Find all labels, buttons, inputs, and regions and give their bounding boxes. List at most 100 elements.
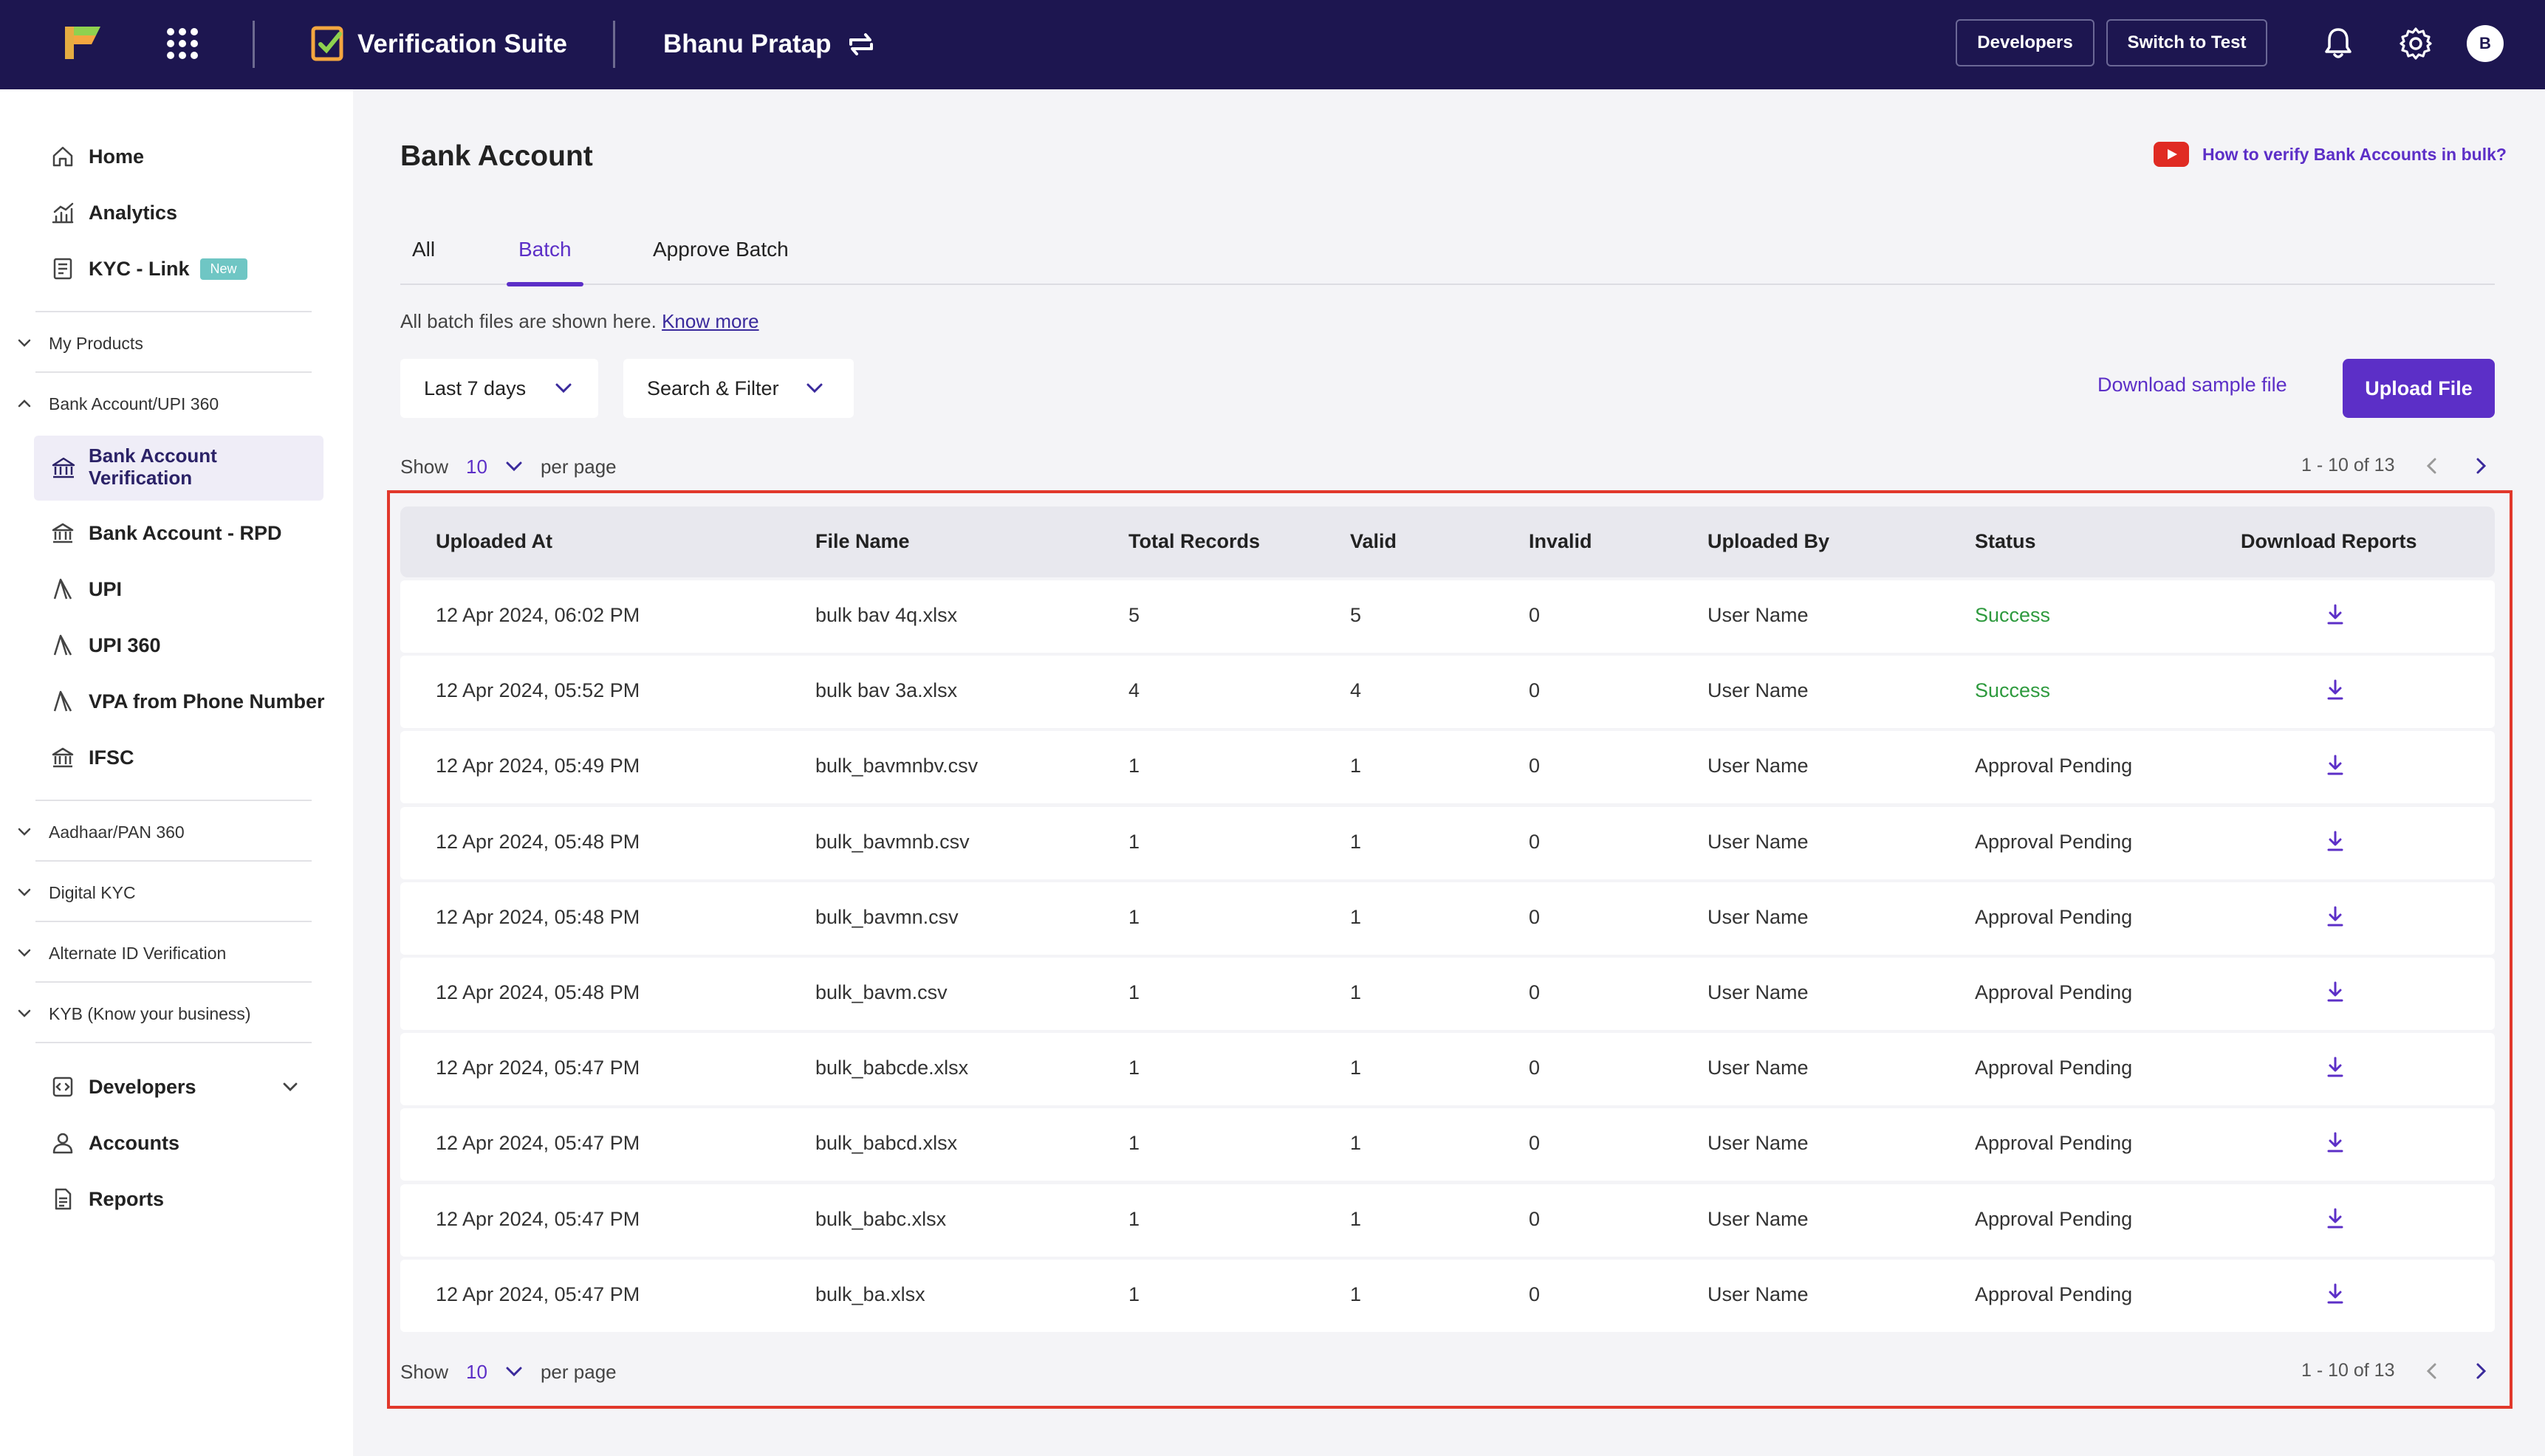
download-icon[interactable] — [2323, 1055, 2347, 1080]
sidebar-item-upi[interactable]: UPI — [50, 571, 122, 608]
cell-uploaded-by: User Name — [1707, 1132, 1809, 1154]
column-header[interactable]: Download Reports — [2241, 530, 2417, 552]
switch-to-test-button[interactable]: Switch to Test — [2106, 19, 2267, 66]
section-my-products[interactable]: My Products — [15, 329, 143, 358]
cell-total-records: 1 — [1128, 1132, 1140, 1154]
cell-uploaded-by: User Name — [1707, 1208, 1809, 1230]
chevron-right-icon[interactable] — [2468, 453, 2493, 478]
upload-file-button[interactable]: Upload File — [2343, 359, 2495, 418]
sidebar-item-accounts[interactable]: Accounts — [50, 1124, 179, 1161]
merchant-name[interactable]: Bhanu Pratap — [663, 30, 832, 58]
cell-uploaded-by: User Name — [1707, 604, 1809, 626]
new-badge: New — [199, 258, 247, 280]
sidebar-item-ifsc[interactable]: IFSC — [50, 739, 134, 776]
sidebar-item-label: Bank Account - RPD — [89, 521, 282, 544]
chevron-down-icon — [806, 383, 823, 394]
sidebar-item-home[interactable]: Home — [50, 138, 144, 175]
sidebar-item-bank-account-rpd[interactable]: Bank Account - RPD — [50, 515, 282, 552]
download-icon[interactable] — [2323, 904, 2347, 930]
download-sample-link[interactable]: Download sample file — [2097, 374, 2287, 396]
chevron-left-icon[interactable] — [2419, 1359, 2445, 1384]
sidebar-item-developers[interactable]: Developers — [50, 1068, 196, 1105]
developers-button[interactable]: Developers — [1956, 19, 2094, 66]
verification-suite-icon — [311, 26, 343, 61]
column-header[interactable]: Uploaded By — [1707, 530, 1830, 552]
link-icon — [53, 258, 72, 280]
tab-all[interactable]: All — [412, 238, 436, 261]
cell-uploaded-at: 12 Apr 2024, 05:47 PM — [436, 1283, 640, 1305]
chevron-down-icon[interactable] — [279, 1076, 301, 1098]
per-page-selector-bottom[interactable]: Show 10 per page — [400, 1357, 617, 1387]
cell-file-name: bulk_bavmnbv.csv — [815, 755, 979, 777]
brand-logo-icon[interactable] — [61, 19, 105, 63]
gear-icon[interactable] — [2399, 27, 2433, 61]
table-row[interactable]: 12 Apr 2024, 05:47 PM bulk_babcd.xlsx 1 1 0 U… — [400, 1108, 2495, 1181]
table-row[interactable]: 12 Apr 2024, 05:49 PM bulk_bavmnbv.csv 1 1 0… — [400, 731, 2495, 803]
table-row[interactable]: 12 Apr 2024, 05:47 PM bulk_babcde.xlsx 1 1 0… — [400, 1033, 2495, 1105]
table-row[interactable]: 12 Apr 2024, 05:48 PM bulk_bavm.csv 1 1 0 Use… — [400, 958, 2495, 1030]
app-grid-icon[interactable] — [167, 28, 198, 59]
section-aadhaar[interactable]: Aadhaar/PAN 360 — [15, 817, 185, 847]
section-digital-kyc[interactable]: Digital KYC — [15, 878, 136, 907]
switch-account-icon[interactable] — [845, 28, 877, 61]
download-icon[interactable] — [2323, 829, 2347, 854]
sidebar-item-vpa-phone[interactable]: VPA from Phone Number — [50, 683, 325, 720]
know-more-link[interactable]: Know more — [662, 310, 759, 332]
code-icon — [52, 1076, 73, 1097]
avatar[interactable]: B — [2467, 25, 2504, 62]
download-icon[interactable] — [2323, 1282, 2347, 1307]
highlight-frame — [387, 490, 2513, 1409]
download-icon[interactable] — [2323, 678, 2347, 703]
column-header[interactable]: Uploaded At — [436, 530, 552, 552]
tabs-divider — [400, 284, 2495, 285]
page-title: Bank Account — [400, 140, 593, 172]
date-range-dropdown[interactable]: Last 7 days — [400, 359, 598, 418]
cell-uploaded-at: 12 Apr 2024, 05:48 PM — [436, 831, 640, 853]
column-header[interactable]: File Name — [815, 530, 910, 552]
download-icon[interactable] — [2323, 602, 2347, 628]
chevron-right-icon[interactable] — [2468, 1359, 2493, 1384]
cell-file-name: bulk_babcd.xlsx — [815, 1132, 958, 1154]
bank-icon — [52, 747, 74, 768]
table-row[interactable]: 12 Apr 2024, 05:48 PM bulk_bavmn.csv 1 1 0 Us… — [400, 882, 2495, 955]
section-alternate-id[interactable]: Alternate ID Verification — [15, 938, 226, 968]
search-filter-dropdown[interactable]: Search & Filter — [623, 359, 854, 418]
bell-icon[interactable] — [2323, 27, 2353, 61]
suite-title[interactable]: Verification Suite — [357, 30, 567, 58]
column-header[interactable]: Status — [1975, 530, 2036, 552]
chevron-down-icon — [18, 1009, 31, 1017]
download-icon[interactable] — [2323, 1206, 2347, 1232]
sidebar-item-label: IFSC — [89, 746, 134, 769]
search-filter-label: Search & Filter — [647, 377, 779, 399]
cell-file-name: bulk_babc.xlsx — [815, 1208, 947, 1230]
per-page-selector[interactable]: Show 10 per page — [400, 452, 617, 481]
table-row[interactable]: 12 Apr 2024, 06:02 PM bulk bav 4q.xlsx 5 5 0… — [400, 580, 2495, 653]
table-row[interactable]: 12 Apr 2024, 05:47 PM bulk_ba.xlsx 1 1 0 User… — [400, 1260, 2495, 1332]
column-header[interactable]: Invalid — [1529, 530, 1592, 552]
download-icon[interactable] — [2323, 980, 2347, 1005]
table-row[interactable]: 12 Apr 2024, 05:47 PM bulk_babc.xlsx 1 1 0 Us… — [400, 1184, 2495, 1257]
page-range: 1 - 10 of 13 — [2301, 455, 2395, 475]
section-kyb[interactable]: KYB (Know your business) — [15, 999, 251, 1029]
column-header[interactable]: Valid — [1350, 530, 1397, 552]
sidebar-item-upi-360[interactable]: UPI 360 — [50, 627, 161, 664]
sidebar-item-bank-account-verification[interactable]: Bank Account Verification — [34, 436, 323, 501]
top-bar: Verification Suite Bhanu Pratap Develope… — [0, 0, 2545, 89]
table-row[interactable]: 12 Apr 2024, 05:52 PM bulk bav 3a.xlsx 4 4 0… — [400, 656, 2495, 728]
section-bank-upi[interactable]: Bank Account/UPI 360 — [15, 389, 219, 419]
download-icon[interactable] — [2323, 753, 2347, 778]
table-row[interactable]: 12 Apr 2024, 05:48 PM bulk_bavmnb.csv 1 1 0 U… — [400, 807, 2495, 879]
tab-batch[interactable]: Batch — [518, 238, 572, 261]
sidebar-item-kyc-link[interactable]: KYC - Link New — [50, 250, 247, 287]
download-icon[interactable] — [2323, 1130, 2347, 1155]
page-range-bottom: 1 - 10 of 13 — [2301, 1360, 2395, 1381]
help-video-link[interactable]: How to verify Bank Accounts in bulk? — [2154, 142, 2507, 167]
sidebar-item-analytics[interactable]: Analytics — [50, 194, 177, 231]
cell-invalid: 0 — [1529, 981, 1541, 1003]
tab-approve-batch[interactable]: Approve Batch — [653, 238, 789, 261]
column-header[interactable]: Total Records — [1128, 530, 1261, 552]
cell-uploaded-at: 12 Apr 2024, 05:48 PM — [436, 906, 640, 928]
chevron-left-icon[interactable] — [2419, 453, 2445, 478]
sidebar-item-reports[interactable]: Reports — [50, 1181, 164, 1218]
cell-file-name: bulk_ba.xlsx — [815, 1283, 925, 1305]
